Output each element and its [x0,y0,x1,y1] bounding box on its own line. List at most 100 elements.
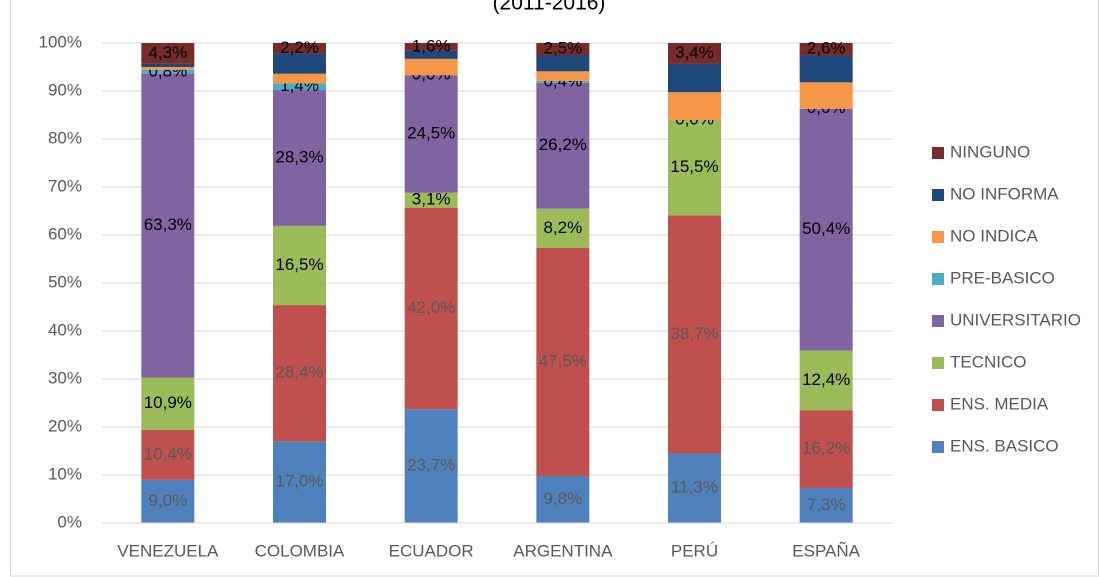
legend-label: ENS. BASICO [950,436,1059,455]
data-label: 11,3% [671,478,718,497]
y-tick-label: 30% [48,368,82,387]
bar-segment [536,82,590,209]
data-label: 16,2% [802,439,850,458]
y-tick-label: 90% [48,80,82,99]
data-label: 9,0% [148,491,187,510]
legend-swatch [932,441,944,453]
data-label: 26,2% [539,135,587,154]
bar-segment [799,410,853,488]
bar-segment [273,83,326,91]
legend-swatch [932,315,944,327]
bar-segment [536,43,590,55]
bar-segment [404,192,458,208]
data-label: 23,7% [407,456,455,475]
bar-segment [536,80,590,83]
data-label: 16,5% [275,255,323,274]
chart-title: (2011-2016) [493,0,606,15]
data-label: 10,4% [144,444,192,463]
legend-swatch [932,357,944,369]
bar-segment [141,63,195,67]
data-label: 15,5% [670,157,718,176]
bar-segment [799,487,853,523]
x-tick-label: COLOMBIA [255,541,345,560]
bar-segment [141,73,195,378]
data-label: 12,4% [802,370,850,389]
y-tick-label: 0% [57,512,82,531]
data-label: 3,4% [675,43,714,62]
bar-segment [668,63,721,93]
bar-segment [536,55,590,72]
bar-segment [273,73,326,84]
y-tick-label: 10% [48,464,82,483]
data-label: 50,4% [802,219,850,238]
bar-segment [668,453,721,523]
y-tick-label: 60% [48,224,82,243]
data-label: 28,4% [275,363,323,382]
bar-segment [668,215,721,454]
bar-segment [799,55,853,83]
bar-segment [141,429,195,480]
y-tick-label: 100% [39,32,82,51]
y-tick-label: 50% [48,272,82,291]
legend-label: NINGUNO [950,142,1030,161]
bar-segment [273,305,326,442]
bar-segment [799,43,853,56]
bar-segment [536,475,590,523]
data-label: 4,3% [148,43,187,62]
bar-segment [141,69,195,74]
bar-segment [668,43,721,64]
x-tick-label: ESPAÑA [792,541,860,560]
y-tick-label: 20% [48,416,82,435]
bar-segment [404,43,458,51]
bar-segment [536,208,590,248]
data-label: 2,5% [543,38,582,57]
bar-segment [404,58,458,76]
bar-segment [273,441,326,523]
bar-segment [141,479,195,523]
data-label: 24,5% [407,123,455,142]
data-label: 10,9% [144,393,192,412]
bar-segment [404,409,458,523]
x-tick-label: ECUADOR [389,541,474,560]
legend-label: TECNICO [950,352,1027,371]
bar-segment [536,247,590,476]
x-tick-label: PERÚ [671,541,718,560]
legend-swatch [932,273,944,285]
data-label: 2,6% [807,39,846,58]
data-label: 63,3% [144,215,192,234]
data-label: 7,3% [807,495,846,514]
bar-segment [799,350,853,411]
legend-swatch [932,147,944,159]
bar-segment [536,71,590,81]
bar-segment [273,43,326,54]
bar-segment [404,207,458,410]
data-label: 8,2% [543,218,582,237]
data-label: 47,5% [539,351,587,370]
legend-swatch [932,231,944,243]
bar-segment [799,108,853,351]
y-tick-label: 40% [48,320,82,339]
legend-label: PRE-BASICO [950,268,1055,287]
y-tick-label: 80% [48,128,82,147]
bar-segment [273,53,326,74]
bar-segment [404,75,458,193]
legend-label: ENS. MEDIA [950,394,1049,413]
y-tick-label: 70% [48,176,82,195]
data-label: 9,8% [543,489,582,508]
legend-label: NO INFORMA [950,184,1059,203]
bar-segment [799,82,853,109]
x-tick-label: VENEZUELA [117,541,219,560]
data-label: 2,2% [280,38,319,57]
data-label: 38,7% [670,324,718,343]
bar-segment [668,92,721,120]
data-label: 1,6% [412,36,451,55]
bar-segment [273,225,326,306]
legend-swatch [932,399,944,411]
bar-segment [141,67,195,70]
bar-segment [141,43,195,64]
data-label: 42,0% [407,298,455,317]
data-label: 17,0% [275,472,323,491]
legend-swatch [932,189,944,201]
data-label: 28,3% [275,147,323,166]
